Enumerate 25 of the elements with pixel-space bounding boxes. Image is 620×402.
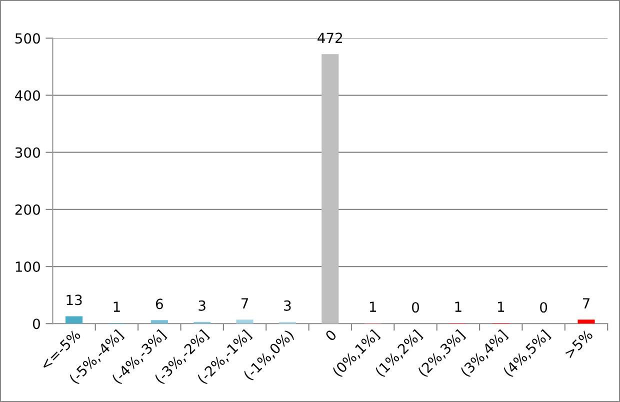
bar [66,316,83,324]
data-label: 1 [114,302,120,312]
y-tick-label: 500 [15,33,40,44]
y-tick-label: 400 [15,90,40,101]
data-label: 7 [582,298,590,308]
data-label: 3 [284,300,291,311]
data-label: 472 [318,32,342,43]
bar [236,320,254,324]
data-label: 6 [156,298,163,310]
y-tick-label: 100 [16,261,40,272]
y-tick-label: 300 [15,147,40,158]
x-tick-label: 0 [324,329,338,342]
data-label: 0 [412,302,420,313]
data-label: 1 [370,302,376,312]
bar [578,320,595,324]
data-label: 7 [242,298,248,308]
data-label: 1 [498,302,504,312]
data-label: 1 [455,302,462,312]
bar [150,320,168,324]
data-label: 0 [540,302,548,313]
bar [322,54,339,324]
y-tick-label: 200 [15,204,40,215]
data-label: 3 [198,300,206,311]
data-label: 13 [66,294,82,306]
y-tick-label: 0 [32,318,40,330]
